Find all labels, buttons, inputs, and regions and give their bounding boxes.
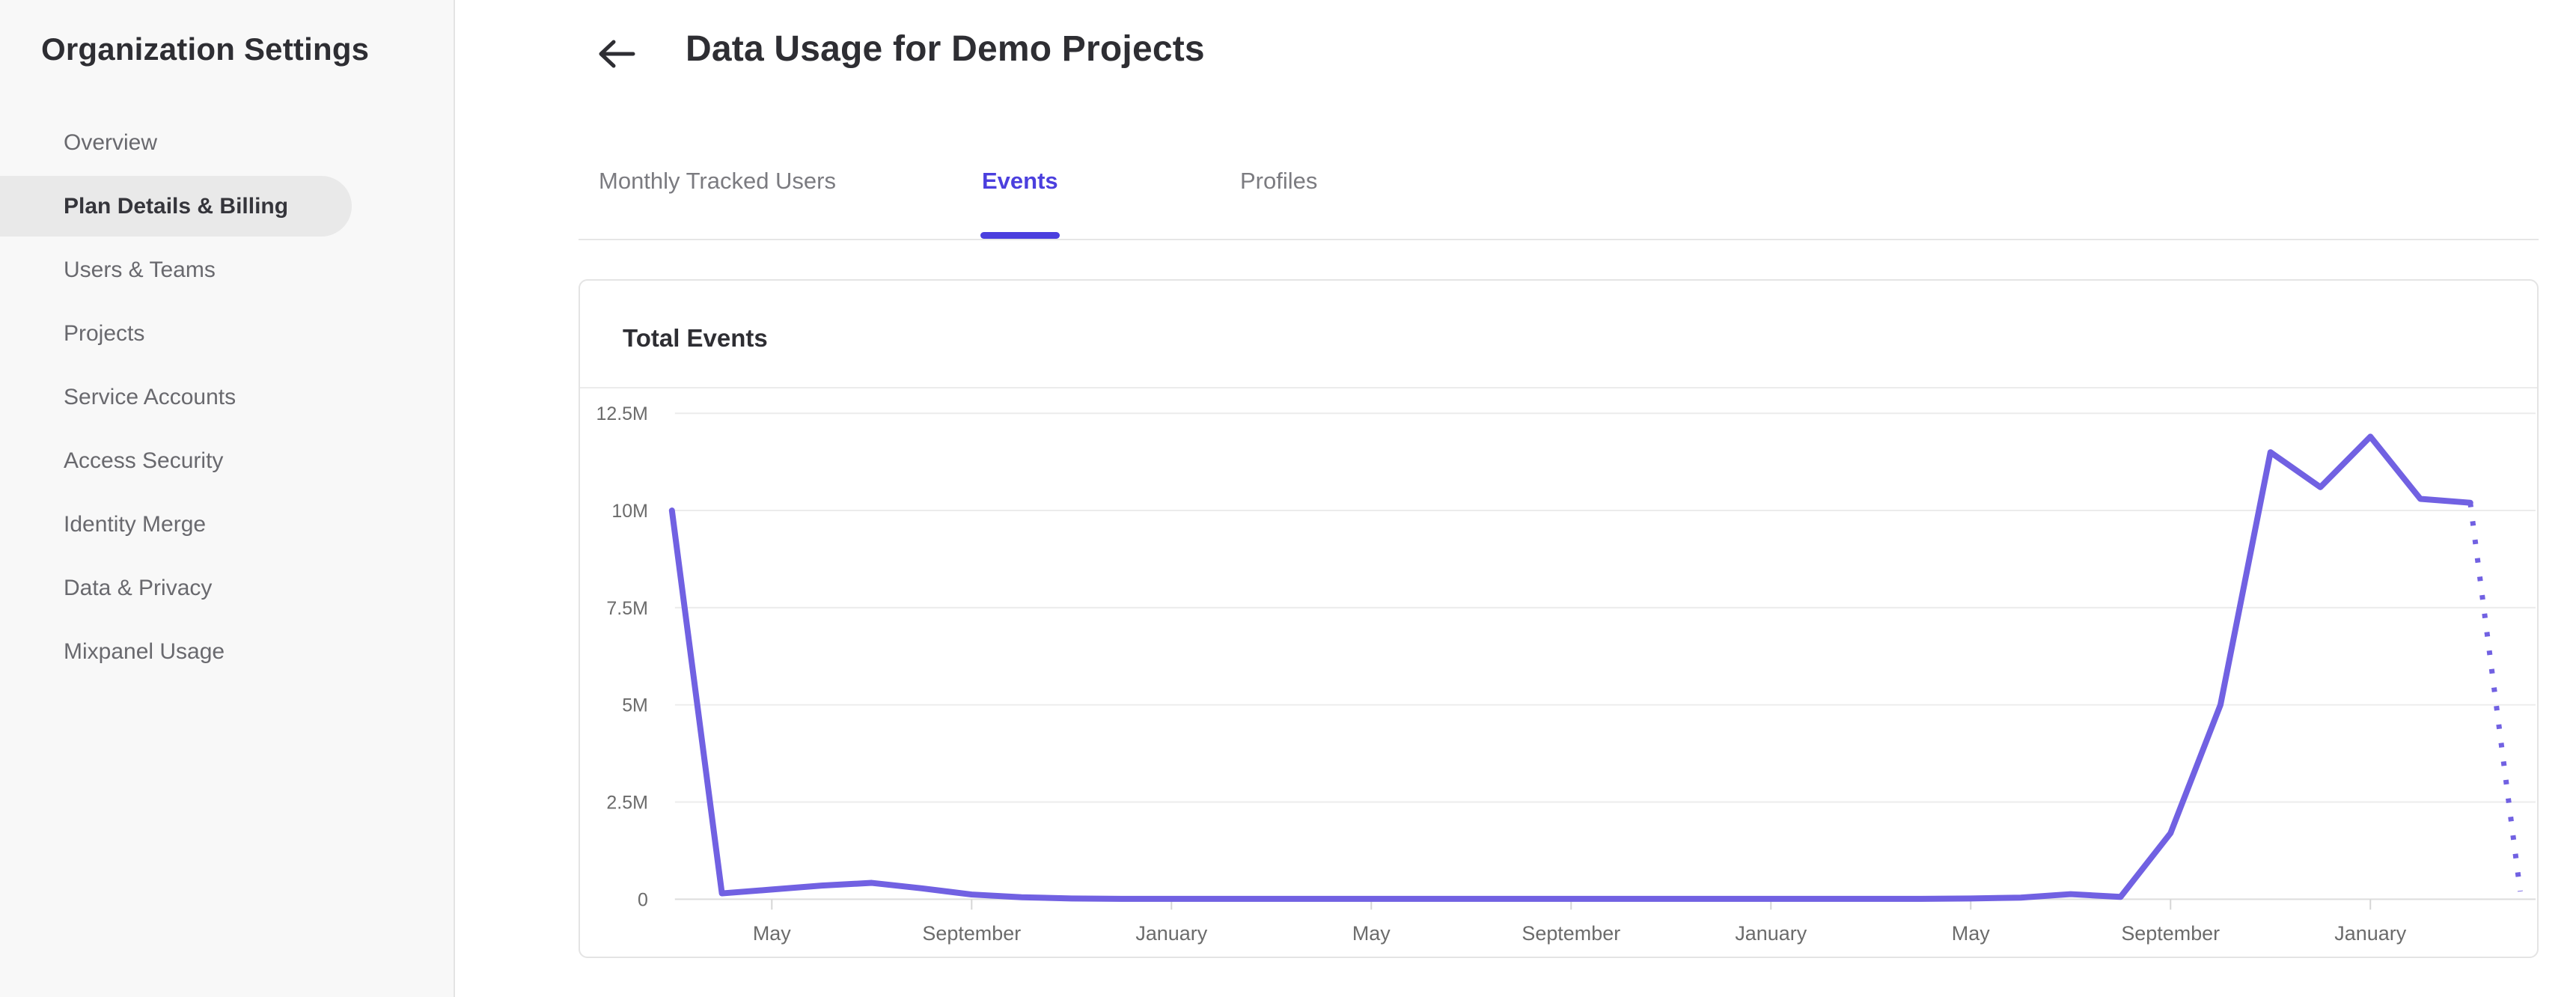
events-line-projected-dotted [2467, 502, 2523, 892]
sidebar-item-label: Plan Details & Billing [64, 193, 289, 219]
tab-profiles[interactable]: Profiles [1240, 168, 1318, 194]
sidebar-item-identity-merge[interactable]: Identity Merge [0, 493, 454, 556]
sidebar-item-plan-details-billing[interactable]: Plan Details & Billing [0, 174, 454, 238]
sidebar-item-access-security[interactable]: Access Security [0, 429, 454, 493]
sidebar-nav: Overview Plan Details & Billing Users & Te… [0, 111, 454, 683]
page-title: Data Usage for Demo Projects [686, 29, 1205, 69]
sidebar-item-label: Users & Teams [64, 257, 216, 282]
active-item-pill [0, 176, 352, 237]
y-axis-label: 5M [622, 695, 648, 716]
x-axis-label: May [1952, 922, 1990, 945]
x-axis-label: September [2121, 922, 2220, 945]
sidebar-item-label: Identity Merge [64, 511, 207, 537]
x-axis-label: September [922, 922, 1021, 945]
tab-monthly-tracked-users[interactable]: Monthly Tracked Users [599, 168, 836, 194]
y-axis-label: 0 [638, 889, 648, 910]
y-axis-label: 12.5M [596, 403, 648, 424]
x-axis-label: January [1135, 922, 1207, 945]
x-axis-label: January [2334, 922, 2406, 945]
sidebar-item-label: Overview [64, 129, 158, 155]
sidebar-item-label: Data & Privacy [64, 575, 213, 600]
sidebar-item-service-accounts[interactable]: Service Accounts [0, 365, 454, 429]
y-axis-label: 10M [611, 501, 648, 522]
sidebar-item-label: Projects [64, 320, 145, 346]
sidebar-item-data-privacy[interactable]: Data & Privacy [0, 556, 454, 620]
sidebar-item-projects[interactable]: Projects [0, 302, 454, 365]
x-axis-label: May [1352, 922, 1391, 945]
events-line [668, 433, 2473, 902]
sidebar-item-label: Access Security [64, 448, 224, 473]
sidebar-item-overview[interactable]: Overview [0, 111, 454, 174]
sidebar-item-users-teams[interactable]: Users & Teams [0, 238, 454, 302]
arrow-left-icon [599, 40, 635, 68]
x-axis-label: May [753, 922, 791, 945]
sidebar-item-label: Service Accounts [64, 384, 236, 409]
tab-events[interactable]: Events [980, 168, 1060, 239]
total-events-card: 12.5M 10M 7.5M 5M 2.5M 0 May September January Ma… [579, 279, 2539, 958]
card-header: Total Events [580, 281, 2537, 388]
x-axis-label: January [1735, 922, 1807, 945]
sidebar-nav-list: Overview Plan Details & Billing Users & Te… [0, 111, 454, 683]
card-title: Total Events [623, 324, 768, 352]
tabs-divider [579, 239, 2539, 240]
x-axis-label: September [1522, 922, 1620, 945]
sidebar: Organization Settings Overview Plan Detai… [0, 0, 455, 997]
sidebar-item-mixpanel-usage[interactable]: Mixpanel Usage [0, 620, 454, 683]
sidebar-title: Organization Settings [41, 31, 370, 67]
back-button[interactable] [596, 33, 638, 75]
sidebar-item-label: Mixpanel Usage [64, 638, 225, 664]
y-axis-label: 7.5M [606, 598, 647, 619]
total-events-chart: 12.5M 10M 7.5M 5M 2.5M 0 May September January Ma… [596, 403, 2536, 945]
y-axis-label: 2.5M [606, 793, 647, 814]
